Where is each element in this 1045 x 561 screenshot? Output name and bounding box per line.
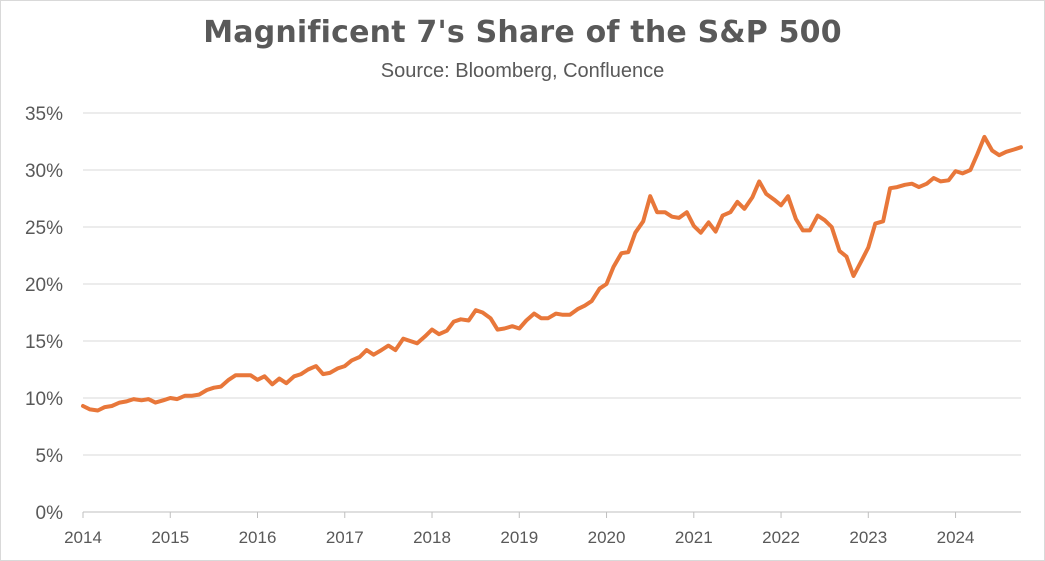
- y-tick-label: 25%: [25, 218, 63, 239]
- x-tick-label: 2024: [937, 528, 975, 547]
- y-tick-label: 20%: [25, 275, 63, 296]
- series-layer: [81, 134, 1023, 413]
- y-tick-label: 0%: [36, 503, 64, 524]
- x-tick-label: 2019: [500, 528, 538, 547]
- y-tick-label: 30%: [25, 161, 63, 182]
- x-tick-label: 2015: [151, 528, 189, 547]
- x-tick-label: 2018: [413, 528, 451, 547]
- y-tick-label: 10%: [25, 389, 63, 410]
- x-tick-label: 2016: [239, 528, 277, 547]
- series-line: [81, 134, 1023, 413]
- chart-subtitle: Source: Bloomberg, Confluence: [380, 60, 665, 82]
- x-tick-label: 2014: [64, 528, 102, 547]
- x-tick-label: 2017: [326, 528, 364, 547]
- y-tick-label: 15%: [25, 332, 63, 353]
- chart-title: Magnificent 7's Share of the S&P 500: [203, 15, 842, 50]
- x-tick-label: 2020: [588, 528, 626, 547]
- x-tick-label: 2022: [762, 528, 800, 547]
- gridlines: [83, 112, 1021, 456]
- x-tick-label: 2023: [849, 528, 887, 547]
- x-tick-label: 2021: [675, 528, 713, 547]
- axes: 0% 5% 10% 15% 20% 25% 30% 35% 2014 2015 2016 2017 20…: [25, 104, 1021, 547]
- y-tick-label: 5%: [36, 446, 64, 467]
- y-tick-label: 35%: [25, 104, 63, 125]
